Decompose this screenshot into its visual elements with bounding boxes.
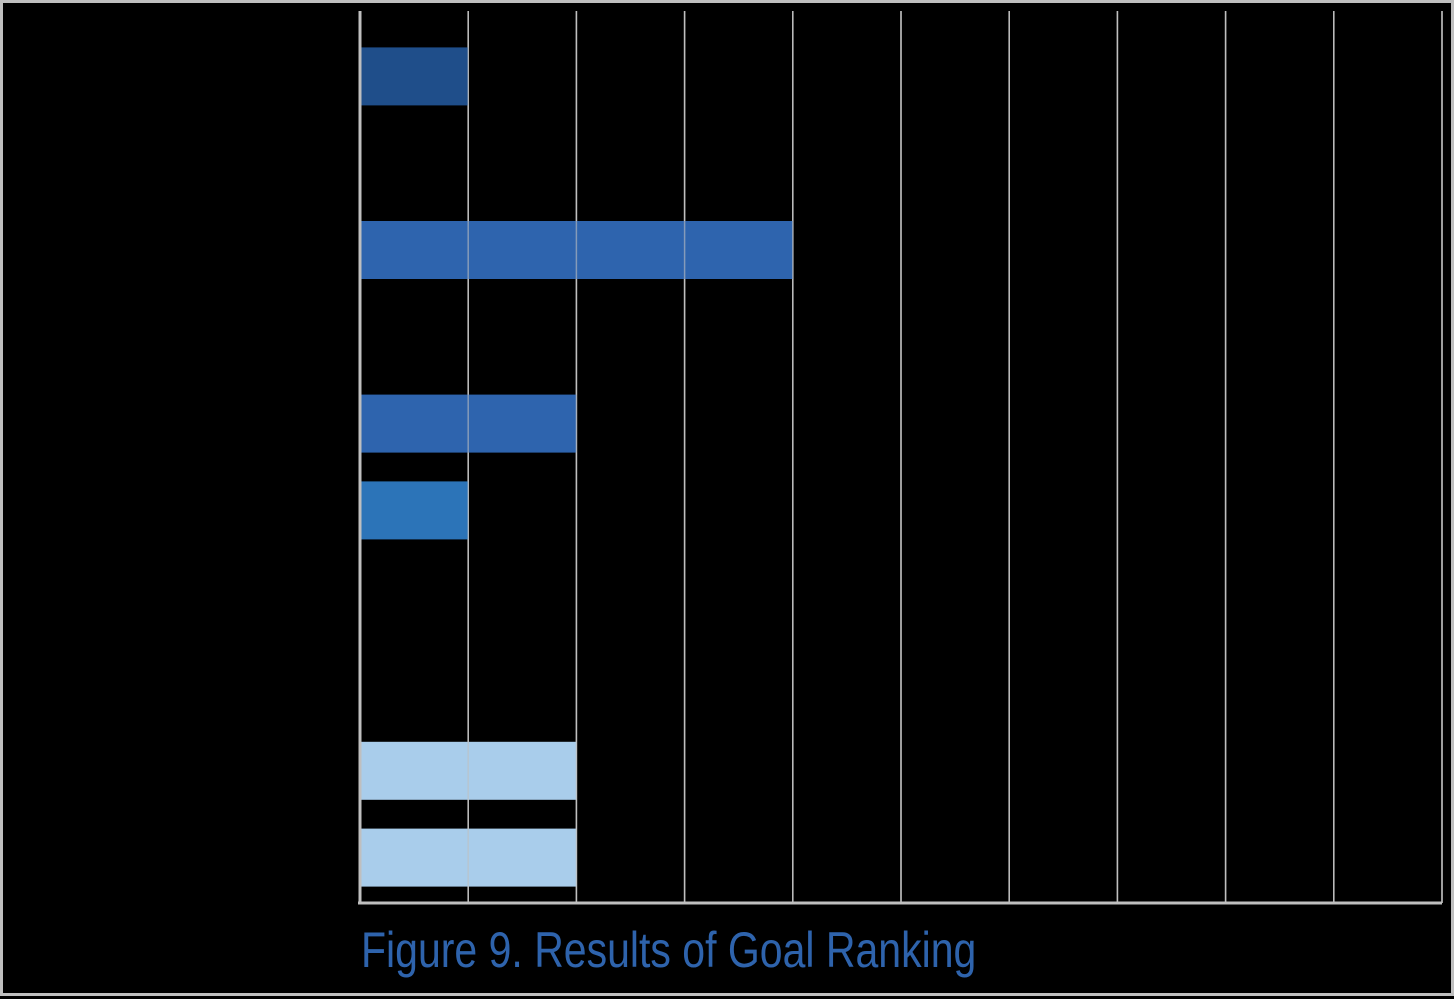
- gridlines: [467, 11, 1443, 903]
- figure-caption: Figure 9. Results of Goal Ranking: [361, 922, 977, 978]
- bar: [361, 481, 469, 540]
- bar-chart: [358, 11, 1443, 905]
- axes: [358, 11, 1442, 905]
- gridlines-overlay: [467, 11, 1443, 903]
- bar: [361, 47, 469, 106]
